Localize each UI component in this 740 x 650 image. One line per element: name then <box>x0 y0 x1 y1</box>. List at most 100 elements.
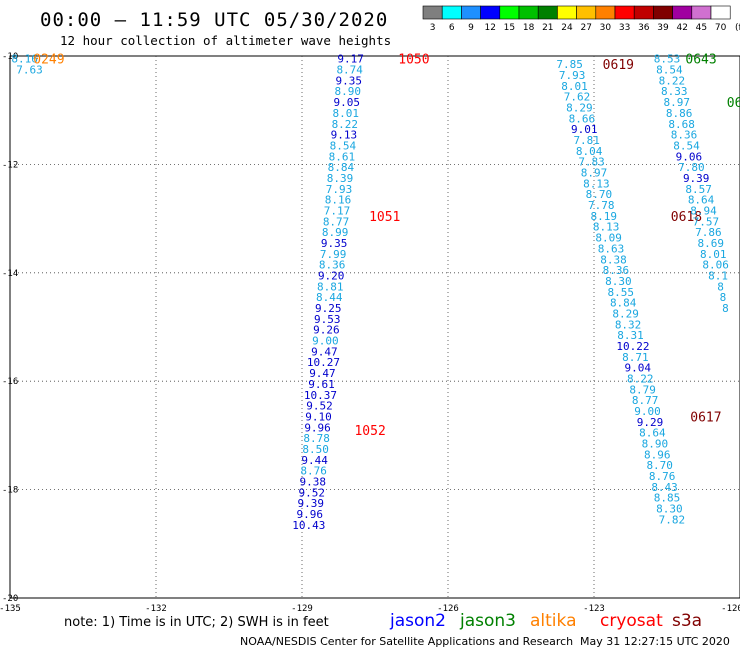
legend-label: 3 <box>430 23 436 33</box>
legend-swatch <box>710 5 731 20</box>
wave-height-point: 9.47 <box>309 367 336 380</box>
wave-height-point: 10.43 <box>292 519 325 532</box>
wave-height-point: 7.78 <box>588 199 615 212</box>
wave-height-point: 9.10 <box>305 410 332 423</box>
wave-height-point: 7.93 <box>326 183 353 196</box>
wave-height-point: 9.06 <box>676 150 703 163</box>
wave-height-point: 8.71 <box>622 351 649 364</box>
wave-height-point: 9.29 <box>637 416 664 429</box>
wave-height-point: 7.80 <box>678 161 705 174</box>
wave-height-point: 8.66 <box>569 112 596 125</box>
wave-height-point: 8.90 <box>642 438 669 451</box>
wave-height-point: 8.13 <box>583 177 610 190</box>
wave-height-point: 7.99 <box>320 248 347 261</box>
wave-height-point: 8.16 <box>11 53 38 66</box>
wave-height-point: 9.20 <box>318 270 345 283</box>
wave-height-point: 9.61 <box>308 378 335 391</box>
wave-height-point: 9.44 <box>301 454 328 467</box>
chart-title: 00:00 – 11:59 UTC 05/30/2020 <box>40 9 388 31</box>
wave-height-point: 8.31 <box>617 329 644 342</box>
wave-height-point: 8.86 <box>666 107 693 120</box>
wave-height-point: 8.33 <box>661 85 688 98</box>
wave-height-point: 9.35 <box>335 74 362 87</box>
wave-height-point: 8.50 <box>302 443 329 456</box>
x-tick-label: -135 <box>0 604 21 614</box>
wave-height-point: 9.52 <box>306 400 333 413</box>
wave-height-point: 8.84 <box>328 161 355 174</box>
grid-lines <box>10 56 740 598</box>
pass-time-label: 0619 <box>603 58 634 73</box>
wave-height-point: 8.99 <box>322 226 349 239</box>
wave-height-point: 8.16 <box>325 194 352 207</box>
legend-label: (ft) <box>735 23 740 33</box>
legend-swatch <box>691 5 712 20</box>
wave-height-point: 8.96 <box>644 448 671 461</box>
wave-height-point: 7.93 <box>559 69 586 82</box>
legend-label: 30 <box>600 23 612 33</box>
legend-swatch <box>499 5 520 20</box>
satellite-legend-entry: altika <box>530 611 577 631</box>
wave-height-point: 9.05 <box>334 96 361 109</box>
wave-height-point: 10.37 <box>304 389 337 402</box>
pass-time-label: 0617 <box>690 410 721 425</box>
wave-height-point: 9.04 <box>625 362 652 375</box>
legend-swatch <box>480 5 501 20</box>
y-tick-label: -16 <box>2 377 18 387</box>
wave-height-point: 9.26 <box>313 324 340 337</box>
legend-swatch <box>557 5 577 20</box>
track-0619: 7.857.938.017.628.298.669.017.818.047.83… <box>556 58 634 169</box>
wave-height-point: 8.01 <box>333 107 360 120</box>
legend-label: 15 <box>504 23 515 33</box>
satellite-legend-entry: s3a <box>672 611 702 631</box>
wave-height-point: 7.83 <box>578 156 605 169</box>
legend-swatch <box>633 5 654 20</box>
axis-tick-labels: -135 -132 -129 -126 -123 -120 -20 -18 -16 -14 -12 -… <box>0 52 740 614</box>
wave-height-point: 8.97 <box>663 96 690 109</box>
wave-height-point: 8.54 <box>656 64 683 77</box>
wave-height-point: 8.22 <box>627 372 654 385</box>
wave-height-point: 8.76 <box>300 465 327 478</box>
legend-label: 24 <box>561 23 573 33</box>
x-tick-label: -126 <box>437 604 459 614</box>
legend-swatch <box>518 5 539 20</box>
wave-height-point: 8.22 <box>659 74 686 87</box>
wave-height-point: 9.96 <box>304 421 331 434</box>
wave-height-point: 8.44 <box>316 291 343 304</box>
track-0618: 8.978.138.707.788.198.138.098.638.388.36… <box>581 167 702 343</box>
wave-height-point: 8.74 <box>336 64 363 77</box>
legend-label: 45 <box>696 23 707 33</box>
wave-height-point: 9.52 <box>298 486 325 499</box>
wave-height-point: 8.19 <box>590 210 617 223</box>
wave-height-point: 8.39 <box>327 172 354 185</box>
legend-swatch <box>672 5 693 20</box>
wave-height-point: 8.43 <box>651 481 678 494</box>
legend-label: 42 <box>676 23 687 33</box>
wave-height-point: 8.69 <box>698 237 725 250</box>
wave-height-point: 8 <box>722 302 729 315</box>
x-tick-label: -123 <box>583 604 605 614</box>
y-tick-label: -14 <box>2 269 18 279</box>
legend-swatch <box>576 5 597 20</box>
wave-height-point: 8.77 <box>632 394 659 407</box>
wave-height-point: 7.63 <box>16 64 43 77</box>
legend-swatch <box>595 5 616 20</box>
wave-height-point: 8.06 <box>702 259 729 272</box>
credit-line: NOAA/NESDIS Center for Satellite Applica… <box>240 635 573 648</box>
wave-height-point: 9.53 <box>314 313 341 326</box>
wave-height-point: 7.57 <box>693 215 720 228</box>
pass-time-label: 0249 <box>33 53 64 68</box>
wave-height-point: 8.53 <box>654 53 681 66</box>
wave-height-point: 8.84 <box>610 297 637 310</box>
legend-label: 6 <box>449 23 455 33</box>
wave-height-point: 8.70 <box>646 459 673 472</box>
wave-height-point: 10.22 <box>616 340 649 353</box>
wave-height-point: 8.64 <box>688 194 715 207</box>
wave-height-point: 8.78 <box>303 432 330 445</box>
legend-label: 18 <box>523 23 535 33</box>
wave-height-point: 8.68 <box>668 118 695 131</box>
legend-label: 36 <box>638 23 650 33</box>
wave-height-point: 7.86 <box>695 226 722 239</box>
wave-height-point: 8.54 <box>330 139 357 152</box>
